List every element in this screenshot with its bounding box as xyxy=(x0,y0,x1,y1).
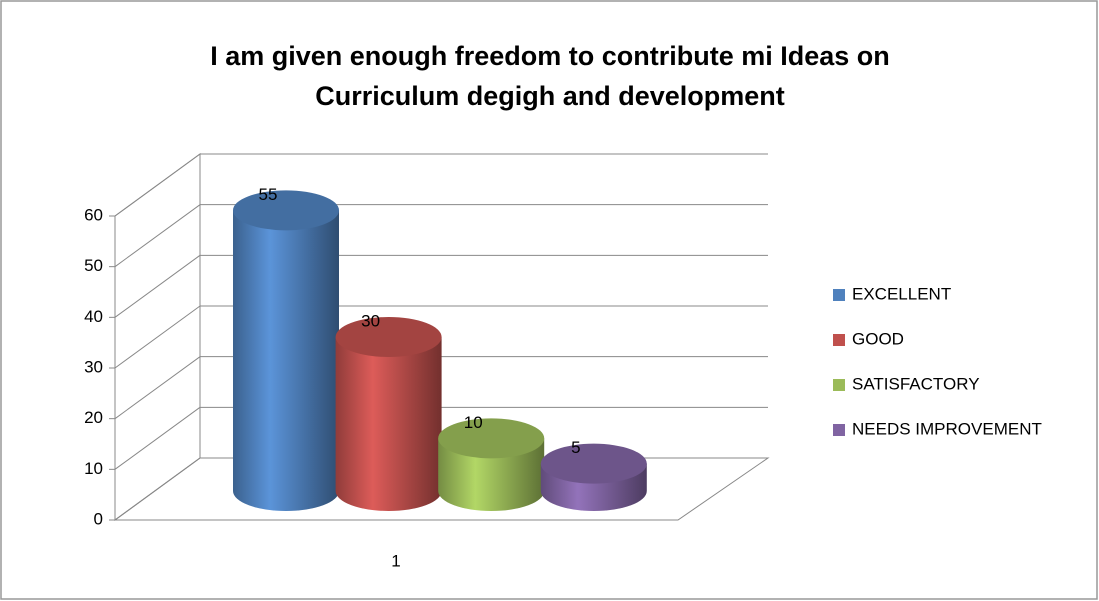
legend-label: NEEDS IMPROVEMENT xyxy=(852,419,1042,438)
grid-line xyxy=(114,204,201,268)
chart-title: I am given enough freedom to contribute … xyxy=(210,41,890,71)
chart-title: Curriculum degigh and development xyxy=(315,81,785,111)
legend-label: EXCELLENT xyxy=(852,284,951,303)
data-label: 10 xyxy=(464,413,483,432)
y-tick-label: 40 xyxy=(84,307,103,326)
y-tick-label: 20 xyxy=(84,408,103,427)
bar xyxy=(233,210,339,512)
grid-line xyxy=(114,254,201,318)
legend-swatch xyxy=(833,424,845,436)
data-label: 30 xyxy=(361,311,380,330)
y-tick-label: 10 xyxy=(84,459,103,478)
legend-swatch xyxy=(833,334,845,346)
grid-line xyxy=(114,305,201,369)
bar xyxy=(335,337,442,512)
y-tick-label: 0 xyxy=(94,509,103,528)
y-tick-label: 30 xyxy=(84,357,103,376)
x-tick-label: 1 xyxy=(391,551,400,570)
data-label: 55 xyxy=(259,185,278,204)
legend-swatch xyxy=(833,289,845,301)
data-label: 5 xyxy=(571,438,580,457)
grid-line xyxy=(114,153,201,217)
grid-line xyxy=(114,356,201,420)
y-tick-label: 60 xyxy=(84,205,103,224)
bar-top xyxy=(233,190,339,231)
bar-top xyxy=(335,317,442,357)
bar xyxy=(438,438,545,512)
grid-line xyxy=(114,406,201,470)
legend-label: GOOD xyxy=(852,329,904,348)
y-tick-label: 50 xyxy=(84,256,103,275)
legend-swatch xyxy=(833,379,845,391)
grid-line xyxy=(114,457,201,521)
bar-top xyxy=(540,443,647,484)
bar-top xyxy=(438,418,545,459)
legend-label: SATISFACTORY xyxy=(852,374,980,393)
